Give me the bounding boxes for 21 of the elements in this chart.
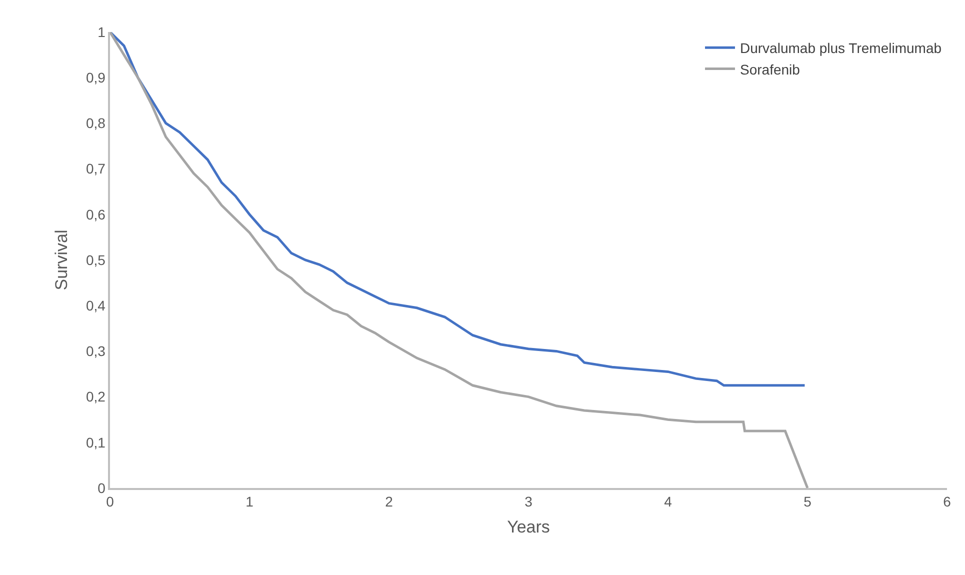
y-tick-label: 0,5	[86, 252, 106, 268]
y-tick-label: 0	[98, 480, 106, 496]
y-tick-label: 0,2	[86, 388, 106, 405]
y-tick-label: 0,1	[86, 434, 106, 450]
y-tick-label: 0,8	[86, 115, 106, 132]
x-tick-label: 6	[943, 494, 952, 510]
x-tick-label: 2	[385, 494, 394, 510]
y-tick-label: 0,3	[86, 343, 106, 360]
legend-label: Sorafenib	[740, 61, 800, 78]
y-tick-label: 0,7	[86, 160, 106, 177]
x-tick-label: 1	[246, 494, 254, 510]
x-tick-label: 4	[664, 494, 672, 510]
x-tick-label: 5	[804, 494, 812, 510]
legend-label: Durvalumab plus Tremelimumab	[740, 40, 942, 56]
x-axis-title: Years	[507, 517, 550, 536]
y-tick-label: 0,4	[86, 298, 106, 314]
y-tick-label: 0,6	[86, 206, 106, 222]
y-tick-label: 1	[98, 24, 106, 40]
x-tick-label: 3	[524, 494, 533, 510]
y-axis-title: Survival	[52, 230, 72, 290]
y-tick-label: 0,9	[86, 70, 106, 86]
